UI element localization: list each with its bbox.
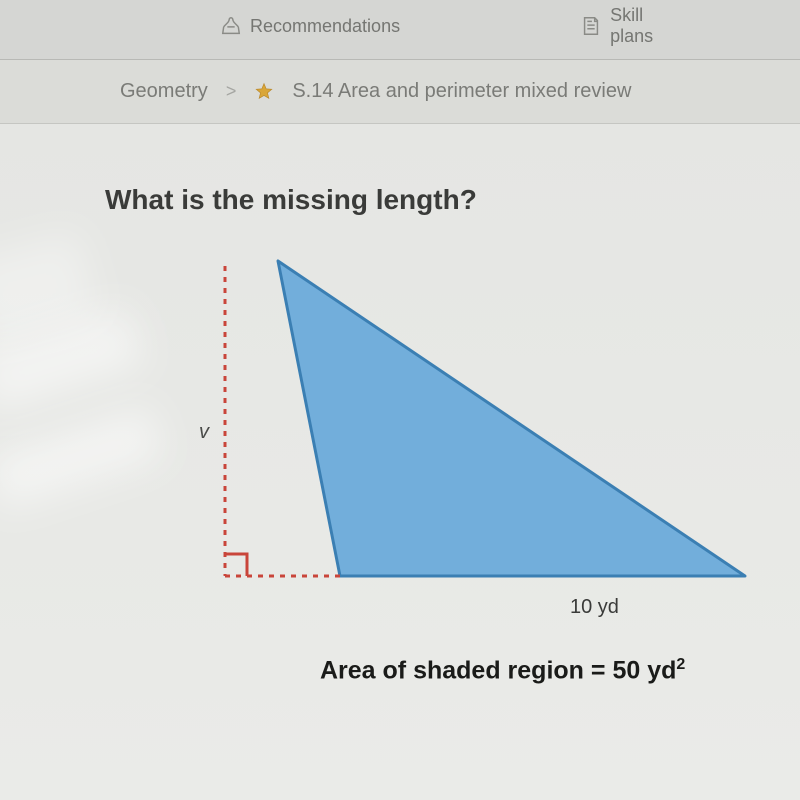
breadcrumb-topic[interactable]: S.14 Area and perimeter mixed review: [292, 80, 631, 103]
triangle-diagram: v 10 yd: [185, 256, 785, 626]
skillplans-icon: [580, 15, 602, 37]
content-area: What is the missing length? v 10 yd Area…: [0, 124, 800, 685]
tab-label: Skill plans: [610, 5, 653, 47]
base-label: 10 yd: [570, 596, 619, 619]
tab-label: Recommendations: [250, 16, 400, 37]
tab-recommendations[interactable]: Recommendations: [220, 5, 400, 47]
tab-skillplans[interactable]: Skill plans: [580, 5, 653, 47]
breadcrumb: Geometry > S.14 Area and perimeter mixed…: [0, 60, 800, 124]
question-prompt: What is the missing length?: [105, 184, 750, 216]
area-prefix: Area of shaded region =: [320, 656, 612, 684]
height-label: v: [199, 421, 209, 444]
nav-tabs: Recommendations Skill plans: [0, 0, 800, 60]
star-icon: [254, 82, 274, 102]
area-exponent: 2: [676, 656, 685, 673]
breadcrumb-subject[interactable]: Geometry: [120, 80, 208, 103]
recommendations-icon: [220, 15, 242, 37]
breadcrumb-separator: >: [226, 81, 237, 102]
area-statement: Area of shaded region = 50 yd2: [320, 656, 750, 685]
area-value: 50 yd: [612, 656, 676, 684]
